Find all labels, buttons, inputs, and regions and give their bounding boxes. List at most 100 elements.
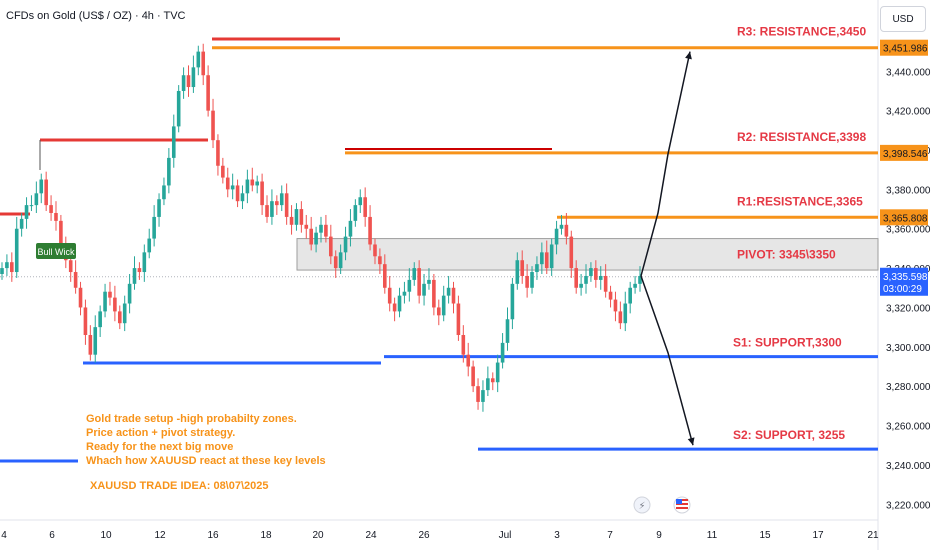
x-tick-label: 6: [49, 530, 55, 541]
candle-body: [34, 193, 39, 206]
candle-body: [83, 307, 88, 336]
candle-body: [417, 268, 421, 296]
candle-body: [525, 275, 529, 288]
candle-body: [456, 303, 461, 336]
candle-body: [309, 228, 313, 245]
x-tick-label: 10: [100, 530, 112, 541]
candle-body: [299, 209, 304, 225]
candle-body: [623, 303, 628, 324]
projection-up-arrow: [640, 51, 691, 277]
candle-body: [196, 51, 201, 68]
candle-body: [540, 252, 544, 265]
candle-body: [618, 311, 623, 324]
chart-title: CFDs on Gold (US$ / OZ) · 4h · TVC: [6, 10, 186, 22]
price-badge-label: 3,451.986: [883, 44, 928, 55]
candle-body: [39, 179, 44, 194]
candle-body: [10, 262, 14, 273]
x-tick-label: Jul: [499, 530, 512, 541]
candle-body: [481, 390, 485, 402]
candle-body: [211, 110, 215, 141]
candle-body: [324, 224, 328, 237]
candle-body: [206, 75, 210, 111]
candle-body: [338, 252, 343, 269]
candle-body: [245, 179, 250, 194]
candle-body: [265, 205, 269, 217]
candle-body: [329, 236, 333, 257]
candle-body: [441, 295, 446, 316]
y-tick-label: 3,420.000: [886, 107, 931, 118]
candle-body: [373, 244, 377, 257]
candle-body: [186, 75, 191, 88]
candle-body: [348, 220, 353, 237]
level-label: R2: RESISTANCE,3398: [737, 130, 866, 144]
level-label: R1:RESISTANCE,3365: [737, 194, 863, 208]
x-tick-label: 21: [867, 530, 879, 541]
candle-body: [225, 177, 230, 190]
x-tick-label: 16: [207, 530, 219, 541]
candle-body: [19, 218, 24, 229]
candle-body: [78, 287, 83, 308]
us-flag-canton: [676, 499, 682, 504]
candle-body: [0, 268, 4, 274]
candle-body: [240, 193, 245, 202]
candle-body: [171, 126, 176, 158]
x-tick-label: 4: [1, 530, 7, 541]
y-tick-label: 3,240.000: [886, 461, 931, 472]
y-tick-label: 3,260.000: [886, 422, 931, 433]
candle-body: [260, 181, 264, 206]
candle-body: [353, 205, 358, 221]
candle-body: [598, 275, 603, 280]
candle-body: [574, 268, 578, 288]
candle-body: [221, 165, 225, 178]
candle-body: [505, 319, 510, 343]
trade-notes: Gold trade setup -high probabilty zones.…: [86, 412, 326, 468]
trade-idea-label: XAUUSD TRADE IDEA: 08\07\2025: [90, 480, 269, 492]
candle-body: [93, 327, 98, 355]
x-tick-label: 24: [365, 530, 377, 541]
candle-body: [476, 386, 480, 402]
candle-body: [520, 260, 525, 276]
candle-body: [436, 307, 441, 316]
candle-body: [613, 299, 618, 312]
candle-body: [289, 216, 294, 225]
candle-body: [397, 295, 402, 312]
candle-body: [14, 228, 19, 273]
candle-body: [594, 268, 598, 280]
candle-body: [147, 238, 152, 253]
candle-body: [412, 268, 417, 280]
flash-icon: [633, 496, 651, 514]
candle-body: [319, 224, 323, 233]
candle-body: [530, 272, 534, 288]
candle-body: [466, 354, 471, 367]
candle-body: [152, 216, 156, 239]
x-tick-label: 20: [312, 530, 324, 541]
candle-body: [176, 90, 181, 127]
price-badge-label: 3,398.546: [883, 149, 928, 160]
candle-body: [490, 378, 495, 383]
y-tick-label: 3,280.000: [886, 382, 931, 393]
candle-body: [59, 220, 63, 245]
candle-body: [510, 283, 515, 320]
candle-body: [68, 260, 73, 273]
candle-body: [638, 275, 642, 284]
price-badge: [880, 144, 928, 161]
candle-body: [584, 275, 588, 284]
candle-body: [270, 201, 274, 217]
y-tick-label: 3,300.000: [886, 343, 931, 354]
currency-button[interactable]: USD: [880, 6, 926, 32]
x-tick-label: 7: [607, 530, 613, 541]
candle-body: [392, 303, 397, 312]
candle-body: [181, 75, 186, 91]
candle-body: [633, 283, 637, 288]
candle-body: [132, 268, 137, 284]
projection-up-arrow-head: [685, 51, 692, 60]
candle-body: [235, 185, 240, 202]
x-tick-label: 15: [759, 530, 771, 541]
bull-wick-badge: [36, 243, 76, 259]
y-tick-label: 3,220.000: [886, 500, 931, 511]
candle-body: [216, 140, 220, 166]
candle-body: [486, 378, 490, 391]
candle-body: [29, 205, 34, 207]
